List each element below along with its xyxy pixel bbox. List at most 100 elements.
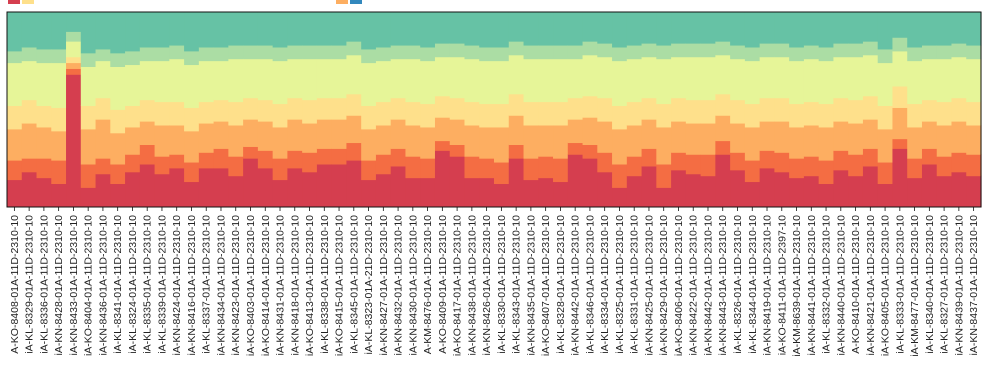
bar-segment — [730, 45, 746, 60]
bar-segment — [523, 12, 539, 46]
bar-segment — [316, 148, 333, 165]
bar-segment — [907, 12, 923, 48]
bar-segment — [80, 66, 97, 106]
bar-segment — [51, 130, 67, 161]
x-tick-label: iA-KL-8335-01A-11D-2310-10 — [142, 215, 154, 354]
bar-segment — [538, 58, 554, 103]
bar-segment — [434, 140, 451, 151]
bar-segment — [833, 169, 849, 208]
bar-segment — [921, 99, 938, 122]
bar-segment — [434, 117, 451, 142]
bar-segment — [464, 101, 480, 126]
x-tick-label: iA-KN-8424-01A-11D-2310-10 — [171, 215, 183, 356]
bar-segment — [434, 150, 451, 208]
x-tick-label: iA-KN-8442-01A-11D-2310-10 — [702, 215, 714, 356]
bar-segment — [51, 49, 67, 64]
bar-segment — [434, 95, 451, 118]
bar-segment — [449, 12, 466, 44]
bar-segment — [582, 95, 598, 118]
bar-segment — [538, 177, 554, 208]
bar-segment — [95, 12, 111, 50]
bar-segment — [331, 119, 348, 149]
bar-segment — [892, 138, 908, 149]
bar-segment — [302, 58, 318, 101]
x-tick-label: iA-KN-8419-01A-11D-2310-10 — [762, 215, 774, 356]
bar-segment — [36, 12, 52, 50]
x-tick-label: iA-KN-8428-01A-11D-2310-10 — [53, 215, 65, 356]
bar-segment — [803, 156, 820, 177]
bar-segment — [892, 51, 908, 87]
bar-segment — [715, 12, 731, 42]
bar-segment — [287, 45, 303, 60]
bar-segment — [774, 43, 790, 58]
bar-segment — [375, 101, 392, 126]
bar-segment — [361, 12, 377, 50]
bar-segment — [346, 41, 362, 56]
bar-segment — [759, 121, 775, 151]
bar-segment — [803, 175, 820, 208]
x-tick-label: iA-KN-8436-01A-11D-2310-10 — [97, 215, 109, 356]
x-tick-label: iA-KN-8439-01A-11D-2310-10 — [953, 215, 965, 356]
bar-segment — [169, 168, 185, 208]
bar-segment — [420, 60, 436, 105]
bar-segment — [508, 115, 525, 145]
bar-segment — [243, 158, 259, 208]
bar-segment — [154, 12, 170, 48]
bar-segment — [892, 86, 908, 108]
bar-segment — [626, 125, 643, 157]
bar-segment — [434, 56, 451, 97]
bar-segment — [390, 58, 407, 99]
x-tick-label: iA-KL-8339-01A-11D-2310-10 — [156, 215, 168, 354]
bar-segment — [316, 97, 333, 120]
bar-segment — [671, 152, 687, 171]
bar-segment — [243, 12, 259, 46]
bar-segment — [538, 45, 554, 60]
bar-segment — [877, 105, 894, 130]
bar-segment — [508, 41, 525, 56]
bar-segment — [523, 179, 539, 208]
bar-segment — [125, 105, 141, 128]
bar-segment — [892, 107, 908, 140]
bar-segment — [966, 125, 982, 155]
bar-segment — [848, 99, 864, 124]
bar-segment — [508, 12, 525, 42]
bar-segment — [287, 150, 303, 169]
bar-segment — [730, 152, 746, 171]
bar-segment — [848, 154, 864, 177]
bar-segment — [390, 148, 407, 167]
x-tick-label: iA-KL-8343-01A-11D-2310-10 — [511, 215, 523, 354]
bar-segment — [302, 152, 318, 173]
bar-segment — [169, 101, 185, 126]
bar-segment — [361, 62, 377, 106]
bar-segment — [479, 177, 495, 208]
bar-segment — [582, 54, 598, 97]
bar-segment — [744, 47, 761, 62]
bar-segment — [685, 123, 702, 155]
bar-segment — [316, 164, 333, 208]
bar-segment — [907, 60, 923, 105]
bar-segment — [789, 158, 805, 179]
bar-segment — [169, 58, 185, 103]
bar-segment — [641, 12, 657, 44]
bar-segment — [420, 177, 436, 208]
bar-segment — [184, 130, 200, 163]
bar-segment — [641, 119, 657, 149]
x-tick-label: iA-KN-8434-01A-11D-2310-10 — [215, 215, 227, 356]
x-tick-label: iA-KL-8326-01A-11D-2310-10 — [732, 215, 744, 354]
bar-segment — [272, 103, 288, 128]
bar-segment — [597, 56, 613, 99]
x-tick-label: iA-KO-8407-01A-11D-2310-10 — [540, 215, 552, 356]
bar-segment — [479, 60, 495, 105]
bar-segment — [390, 12, 407, 46]
bar-segment — [464, 156, 480, 179]
bar-segment — [523, 101, 539, 126]
bar-segment — [125, 127, 141, 155]
bar-segment — [80, 12, 97, 54]
bar-segment — [346, 142, 362, 161]
bar-segment — [479, 47, 495, 62]
bar-segment — [154, 101, 170, 126]
bar-segment — [213, 148, 229, 169]
x-tick-label: iA-KN-8427-01A-11D-2310-10 — [378, 215, 390, 356]
bar-segment — [361, 105, 377, 130]
bar-segment — [612, 129, 628, 165]
